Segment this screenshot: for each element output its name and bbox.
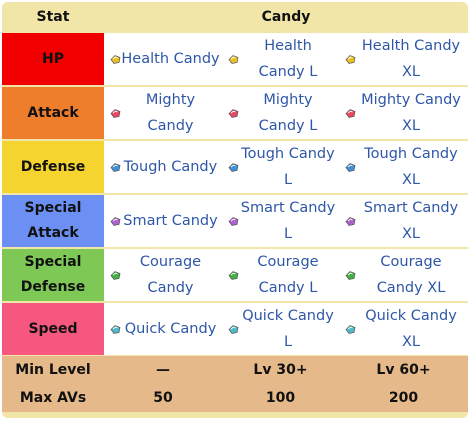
stat-name: Defense	[2, 140, 104, 194]
stat-name-line: Defense	[20, 158, 86, 175]
candy-link[interactable]: Smart Candy L	[240, 200, 336, 242]
stat-row: Special Defense Courage Candy Courage Candy…	[2, 248, 468, 302]
candy-link[interactable]: Smart Candy XL	[363, 200, 459, 242]
candy-link[interactable]: Quick Candy L	[242, 308, 334, 350]
candy-link[interactable]: Mighty Candy	[145, 92, 196, 134]
candy-icon	[344, 162, 356, 173]
candy-icon	[344, 270, 356, 281]
stat-name-line: Special	[24, 254, 82, 270]
candy-icon	[109, 324, 121, 335]
candy-icon	[344, 216, 356, 227]
candy-link[interactable]: Health Candy XL	[361, 38, 461, 80]
candy-cell: Smart Candy	[104, 194, 222, 248]
candy-icon	[344, 324, 356, 335]
candy-icon	[109, 270, 121, 281]
candy-link[interactable]: Quick Candy	[124, 321, 217, 337]
candy-link[interactable]: Courage Candy XL	[376, 254, 446, 296]
candy-link[interactable]: Mighty Candy L	[258, 92, 318, 134]
candy-icon	[344, 54, 356, 65]
candy-cell: Health Candy XL	[339, 32, 468, 86]
candy-cell: Tough Candy L	[222, 140, 339, 194]
candy-icon	[344, 108, 356, 119]
stat-row: Speed Quick Candy Quick Candy L Quick Candy…	[2, 302, 468, 356]
stat-row: Special Attack Smart Candy Smart Candy L Sma…	[2, 194, 468, 248]
footer-row-max-avs: Max AVs 50 100 200	[2, 384, 468, 412]
candy-icon	[227, 54, 239, 65]
candy-icon	[227, 324, 239, 335]
candy-link[interactable]: Tough Candy	[123, 159, 218, 175]
stat-name: Special Attack	[2, 194, 104, 248]
candy-link[interactable]: Health Candy L	[258, 38, 318, 80]
stat-name-line: Special	[24, 200, 82, 216]
footer-value: 50	[104, 384, 222, 412]
footer-value: Lv 30+	[222, 356, 339, 384]
candy-cell: Smart Candy L	[222, 194, 339, 248]
candy-icon	[109, 54, 121, 65]
candy-icon	[109, 216, 121, 227]
stat-name-line: Attack	[27, 225, 79, 241]
candy-cell: Mighty Candy L	[222, 86, 339, 140]
stat-name-line: Speed	[28, 320, 78, 337]
candy-link[interactable]: Courage Candy L	[257, 254, 319, 296]
stat-name: Attack	[2, 86, 104, 140]
candy-icon	[227, 270, 239, 281]
stat-name: Special Defense	[2, 248, 104, 302]
candy-icon	[109, 108, 121, 119]
stat-name: HP	[2, 32, 104, 86]
candy-cell: Quick Candy XL	[339, 302, 468, 356]
candy-icon	[227, 108, 239, 119]
stat-name-line: Attack	[27, 104, 79, 121]
footer-value: 200	[339, 384, 468, 412]
stat-name-line: HP	[42, 50, 64, 67]
candy-cell: Health Candy	[104, 32, 222, 86]
candy-link[interactable]: Courage Candy	[139, 254, 202, 296]
candy-cell: Quick Candy	[104, 302, 222, 356]
footer-value: 100	[222, 384, 339, 412]
candy-link[interactable]: Smart Candy	[123, 213, 218, 229]
candy-link[interactable]: Tough Candy XL	[364, 146, 458, 188]
candy-cell: Quick Candy L	[222, 302, 339, 356]
stat-name-line: Defense	[20, 279, 86, 295]
candy-cell: Tough Candy	[104, 140, 222, 194]
candy-link[interactable]: Tough Candy L	[241, 146, 335, 188]
footer-label: Max AVs	[2, 384, 104, 412]
header-candy: Candy	[104, 2, 468, 32]
stat-row: Defense Tough Candy Tough Candy L Tough Can…	[2, 140, 468, 194]
candy-cell: Courage Candy XL	[339, 248, 468, 302]
candy-link[interactable]: Quick Candy XL	[365, 308, 457, 350]
header-stat: Stat	[2, 2, 104, 32]
candy-cell: Courage Candy	[104, 248, 222, 302]
candy-cell: Tough Candy XL	[339, 140, 468, 194]
stat-row: Attack Mighty Candy Mighty Candy L Mighty C…	[2, 86, 468, 140]
header-row: Stat Candy	[2, 2, 468, 32]
candy-icon	[109, 162, 121, 173]
candy-cell: Mighty Candy XL	[339, 86, 468, 140]
candy-cell: Mighty Candy	[104, 86, 222, 140]
candy-link[interactable]: Health Candy	[121, 51, 220, 67]
footer-label: Min Level	[2, 356, 104, 384]
footer-value: Lv 60+	[339, 356, 468, 384]
candy-link[interactable]: Mighty Candy XL	[361, 92, 461, 134]
candy-icon	[227, 216, 239, 227]
stat-row: HP Health Candy Health Candy L Health Candy…	[2, 32, 468, 86]
candy-cell: Health Candy L	[222, 32, 339, 86]
footer-value: —	[104, 356, 222, 384]
stat-name: Speed	[2, 302, 104, 356]
candy-cell: Courage Candy L	[222, 248, 339, 302]
candy-icon	[227, 162, 239, 173]
footer-row-min-level: Min Level — Lv 30+ Lv 60+	[2, 356, 468, 384]
candy-cell: Smart Candy XL	[339, 194, 468, 248]
